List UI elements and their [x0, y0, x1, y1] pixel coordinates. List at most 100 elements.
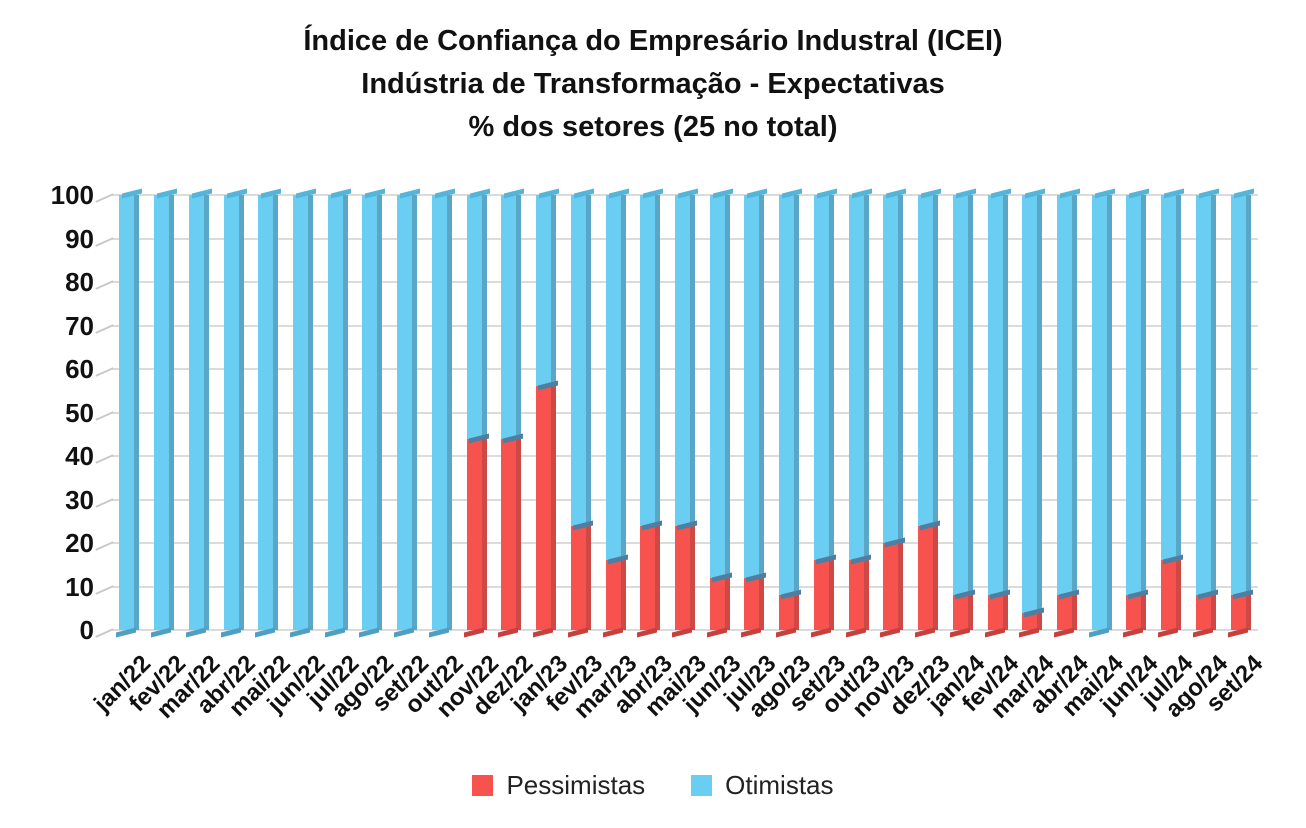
- bar-segment-otimistas-jul/23: [744, 195, 765, 578]
- bar-set/24: [1227, 188, 1254, 638]
- bar-column-fev/23: [563, 188, 598, 638]
- bar-segment-otimistas-set/23: [813, 195, 834, 561]
- bar-out/23: [845, 188, 872, 638]
- bar-column-jul/24: [1154, 188, 1189, 638]
- bar-mai/24: [1088, 188, 1115, 638]
- bar-segment-pessimistas-fev/24: [987, 595, 1008, 630]
- bar-column-fev/24: [980, 188, 1015, 638]
- bar-mar/24: [1019, 188, 1046, 638]
- bar-ago/23: [776, 188, 803, 638]
- y-axis-label-40: 40: [65, 441, 94, 471]
- axis-tick-80: [95, 280, 114, 290]
- bar-column-mar/23: [598, 188, 633, 638]
- bar-fev/22: [151, 188, 178, 638]
- bar-nov/23: [880, 188, 907, 638]
- bar-column-abr/22: [216, 188, 251, 638]
- bar-column-mar/22: [181, 188, 216, 638]
- bar-segment-otimistas-jan/24: [952, 195, 973, 596]
- axis-tick-30: [95, 497, 114, 508]
- bar-mar/23: [602, 188, 629, 638]
- bar-column-jun/22: [286, 188, 321, 638]
- bar-column-dez/22: [494, 188, 529, 638]
- bar-set/23: [810, 188, 837, 638]
- bar-segment-pessimistas-mai/23: [674, 525, 695, 630]
- bar-jul/24: [1158, 188, 1185, 638]
- legend-item-otimistas: Otimistas: [691, 770, 834, 801]
- bar-segment-otimistas-jan/23: [536, 195, 557, 387]
- bar-segment-pessimistas-nov/22: [466, 438, 487, 630]
- bar-segment-pessimistas-jan/24: [952, 595, 973, 630]
- bar-column-fev/22: [147, 188, 182, 638]
- bar-jan/24: [949, 188, 976, 638]
- bar-abr/23: [637, 188, 664, 638]
- chart-title: Índice de Confiança do Empresário Indust…: [0, 20, 1306, 149]
- bar-segment-otimistas-mai/23: [674, 195, 695, 526]
- axis-tick-40: [95, 454, 114, 464]
- legend-label-otimistas: Otimistas: [725, 770, 834, 800]
- bar-jun/23: [706, 188, 733, 638]
- bar-segment-otimistas-mar/23: [605, 195, 626, 561]
- y-axis-label-20: 20: [65, 528, 94, 558]
- plot-area: [95, 188, 1258, 638]
- axis-tick-10: [95, 584, 114, 595]
- bar-column-jun/23: [702, 188, 737, 638]
- y-axis-label-100: 100: [50, 180, 94, 210]
- bar-segment-otimistas-jan/22: [119, 195, 140, 630]
- bar-segment-pessimistas-ago/24: [1195, 595, 1216, 630]
- bar-segment-pessimistas-ago/23: [779, 595, 800, 630]
- bar-column-jan/23: [529, 188, 564, 638]
- bar-segment-otimistas-ago/23: [779, 195, 800, 596]
- bar-segment-otimistas-jul/24: [1161, 195, 1182, 561]
- bar-segment-pessimistas-mar/24: [1022, 612, 1043, 630]
- bar-segment-pessimistas-jun/24: [1126, 595, 1147, 630]
- axis-tick-50: [95, 410, 114, 421]
- bar-segment-pessimistas-fev/23: [570, 525, 591, 630]
- bar-column-set/22: [390, 188, 425, 638]
- bar-dez/23: [915, 188, 942, 638]
- chart-title-line1: Índice de Confiança do Empresário Indust…: [303, 25, 1003, 57]
- y-axis-label-30: 30: [65, 484, 94, 515]
- bar-ago/24: [1192, 188, 1219, 638]
- bar-column-mai/24: [1084, 188, 1119, 638]
- bar-segment-pessimistas-set/23: [813, 560, 834, 630]
- bar-abr/22: [220, 188, 247, 638]
- bar-segment-otimistas-fev/24: [987, 195, 1008, 596]
- legend-item-pessimistas: Pessimistas: [472, 770, 645, 801]
- bar-segment-pessimistas-dez/23: [918, 525, 939, 630]
- bar-nov/22: [463, 188, 490, 638]
- bar-column-ago/24: [1189, 188, 1224, 638]
- bar-segment-otimistas-set/24: [1230, 195, 1251, 596]
- bar-column-jan/24: [945, 188, 980, 638]
- bar-segment-pessimistas-dez/22: [501, 438, 522, 630]
- bar-segment-otimistas-jun/23: [709, 195, 730, 578]
- bar-segment-otimistas-mar/24: [1022, 195, 1043, 613]
- bar-column-mai/23: [668, 188, 703, 638]
- bar-segment-otimistas-ago/22: [362, 195, 383, 630]
- bar-jun/24: [1123, 188, 1150, 638]
- bar-segment-pessimistas-abr/24: [1056, 595, 1077, 630]
- y-axis-label-10: 10: [65, 571, 94, 602]
- bar-column-out/22: [425, 188, 460, 638]
- bar-column-dez/23: [911, 188, 946, 638]
- bar-segment-otimistas-ago/24: [1195, 195, 1216, 596]
- bar-column-ago/23: [772, 188, 807, 638]
- bar-column-ago/22: [355, 188, 390, 638]
- bar-segment-otimistas-abr/22: [223, 195, 244, 630]
- chart-title-line3: % dos setores (25 no total): [468, 111, 838, 143]
- bar-column-jan/22: [112, 188, 147, 638]
- y-axis-label-70: 70: [65, 310, 94, 341]
- axis-tick-100: [95, 193, 114, 203]
- bar-segment-pessimistas-jun/23: [709, 577, 730, 630]
- bar-set/22: [394, 188, 421, 638]
- y-axis-label-0: 0: [79, 615, 94, 645]
- bar-column-nov/22: [459, 188, 494, 638]
- bar-segment-otimistas-jul/22: [327, 195, 348, 630]
- bar-segment-pessimistas-jul/23: [744, 577, 765, 630]
- bar-out/22: [428, 188, 455, 638]
- bar-abr/24: [1053, 188, 1080, 638]
- bar-segment-otimistas-mai/22: [258, 195, 279, 630]
- bar-segment-pessimistas-nov/23: [883, 543, 904, 630]
- bar-segment-pessimistas-jul/24: [1161, 560, 1182, 630]
- legend: Pessimistas Otimistas: [0, 770, 1306, 801]
